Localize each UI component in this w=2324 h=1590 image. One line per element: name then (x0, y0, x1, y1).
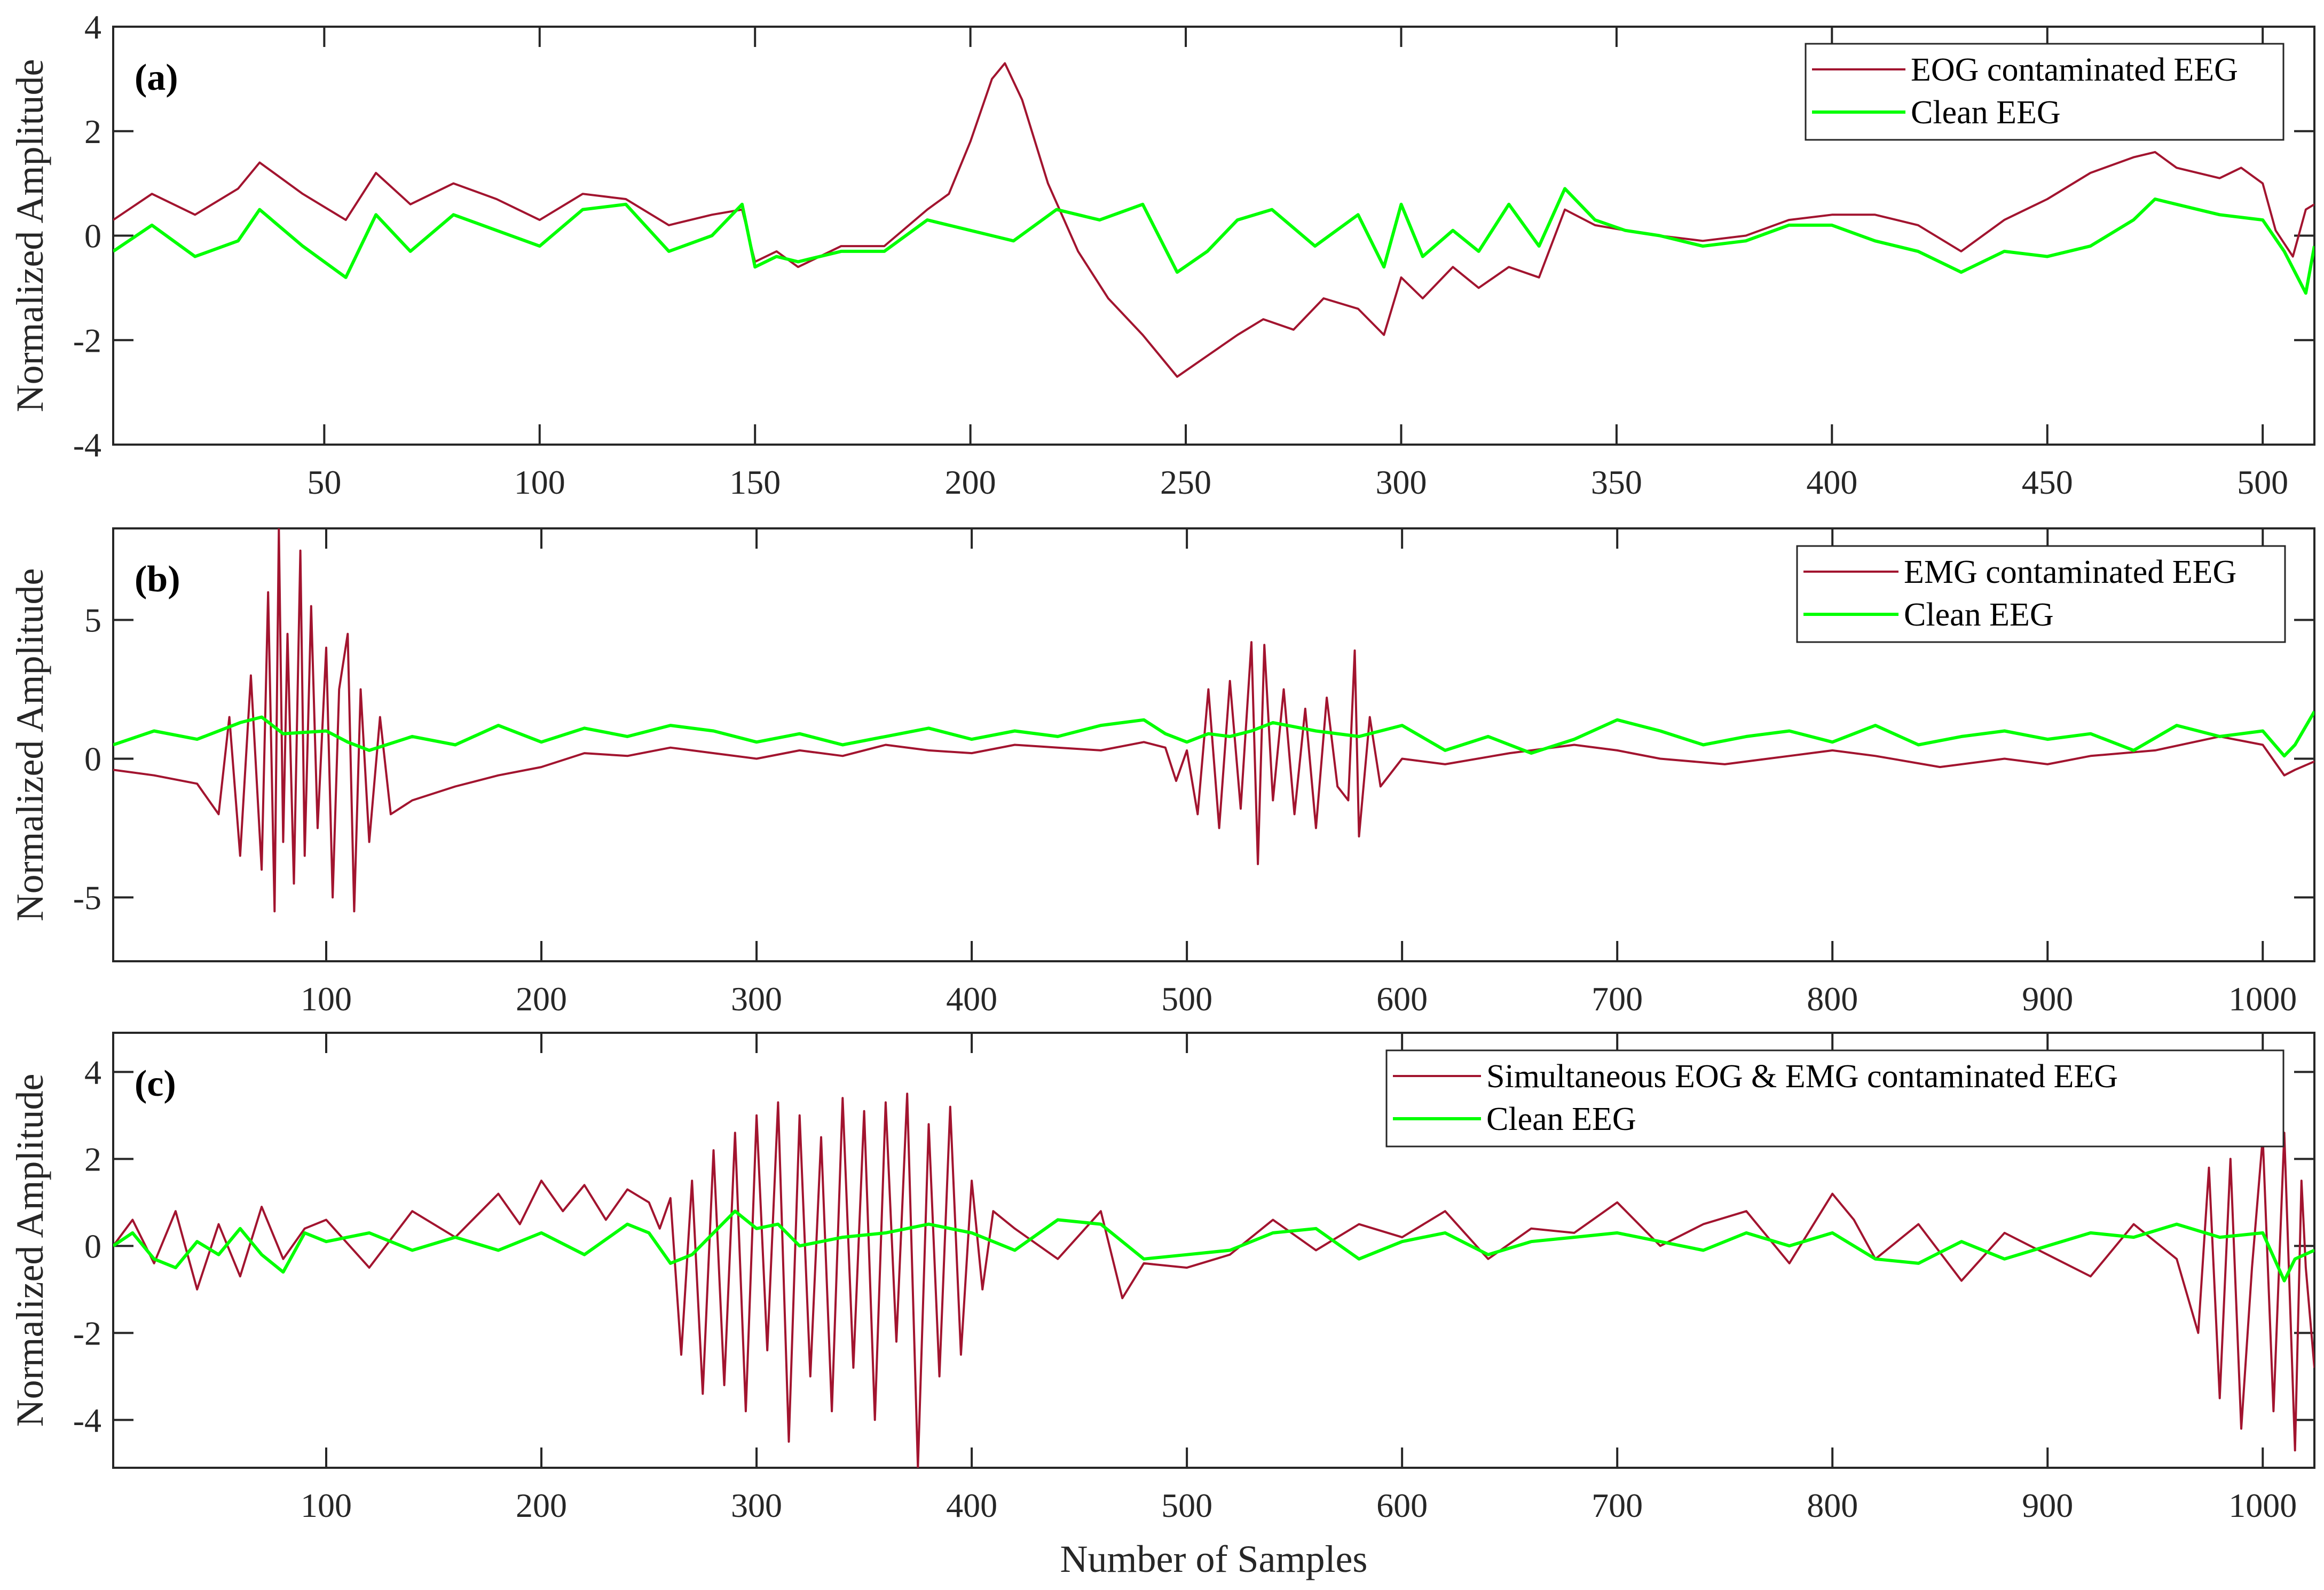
series-group (113, 62, 2314, 378)
series-line-clean (113, 187, 2314, 295)
legend: EMG contaminated EEG Clean EEG (1796, 545, 2286, 643)
x-tick-label: 900 (2022, 1486, 2073, 1524)
legend: Simultaneous EOG & EMG contaminated EEG C… (1385, 1049, 2284, 1148)
x-tick-label: 400 (946, 1486, 997, 1524)
y-axis-title: Normalized Amplitude (9, 568, 51, 922)
x-tick-label: 800 (1807, 980, 1858, 1018)
x-tick-label: 400 (1806, 463, 1857, 501)
legend-label: Clean EEG (1904, 597, 2054, 633)
y-tick-label: -4 (73, 1401, 101, 1439)
x-tick-label: 600 (1376, 1486, 1428, 1524)
x-axis-title: Number of Samples (1060, 1538, 1368, 1580)
x-tick-label: 800 (1807, 1486, 1858, 1524)
y-tick-label: -5 (73, 879, 101, 916)
x-tick-label: 100 (514, 463, 565, 501)
x-tick-label: 600 (1376, 980, 1428, 1018)
y-tick-label: 2 (84, 1140, 101, 1178)
x-tick-label: 700 (1592, 1486, 1643, 1524)
x-tick-label: 300 (731, 1486, 782, 1524)
legend-label: EMG contaminated EEG (1904, 554, 2236, 590)
x-tick-label: 1000 (2228, 980, 2297, 1018)
x-tick-label: 200 (516, 980, 567, 1018)
y-tick-label: -4 (73, 426, 101, 464)
series-group (113, 528, 2314, 913)
x-tick-label: 150 (729, 463, 781, 501)
panel-label: (a) (135, 57, 178, 98)
x-tick-label: 500 (1161, 980, 1212, 1018)
series-line-contaminated (113, 1093, 2314, 1468)
x-tick-label: 1000 (2228, 1486, 2297, 1524)
panel-a: 50 100 150 200 250 300 350 400 450 500 -4 -2 0 2 4 Norm… (9, 8, 2315, 501)
legend-label: Clean EEG (1486, 1101, 1636, 1137)
y-axis-title: Normalized Amplitude (9, 59, 51, 413)
x-tick-label: 300 (1375, 463, 1427, 501)
x-tick-label: 250 (1160, 463, 1211, 501)
legend-box (1805, 43, 2284, 141)
series-line-clean (113, 710, 2314, 758)
y-tick-label: 4 (84, 8, 101, 46)
x-tick-label: 350 (1591, 463, 1642, 501)
y-tick-label: 0 (84, 740, 101, 778)
x-tick-label: 500 (1161, 1486, 1212, 1524)
series-line-clean (113, 1209, 2314, 1283)
x-tick-label: 400 (946, 980, 997, 1018)
legend: EOG contaminated EEG Clean EEG (1805, 43, 2284, 141)
x-tick-label: 200 (516, 1486, 567, 1524)
panel-label: (b) (135, 559, 180, 600)
x-tick-label: 100 (301, 1486, 352, 1524)
panel-b: 100 200 300 400 500 600 700 800 900 1000 -5 0 5 Norma… (9, 527, 2315, 1018)
y-tick-label: -2 (73, 321, 101, 359)
y-tick-label: 5 (84, 602, 101, 639)
y-tick-label: 0 (84, 217, 101, 255)
x-tick-label: 450 (2022, 463, 2073, 501)
x-tick-label: 900 (2022, 980, 2073, 1018)
x-tick-label: 300 (731, 980, 782, 1018)
legend-label: Simultaneous EOG & EMG contaminated EEG (1486, 1058, 2118, 1095)
y-tick-label: 4 (84, 1053, 101, 1091)
x-tick-label: 700 (1592, 980, 1643, 1018)
y-tick-label: -2 (73, 1314, 101, 1352)
x-tick-label: 100 (301, 980, 352, 1018)
x-tick-label: 500 (2237, 463, 2288, 501)
legend-box (1385, 1049, 2284, 1148)
panel-c: 100 200 300 400 500 600 700 800 900 1000 -4 -2 0 2 4 No… (9, 1032, 2315, 1580)
legend-label: EOG contaminated EEG (1911, 52, 2238, 88)
series-line-contaminated (113, 62, 2314, 378)
y-axis-title: Normalized Amplitude (9, 1074, 51, 1427)
series-line-contaminated (113, 528, 2314, 913)
x-tick-label: 200 (945, 463, 996, 501)
legend-label: Clean EEG (1911, 94, 2061, 131)
y-tick-label: 0 (84, 1227, 101, 1265)
legend-box (1796, 545, 2286, 643)
series-group (113, 1093, 2314, 1468)
panel-label: (c) (135, 1063, 176, 1104)
y-tick-label: 2 (84, 113, 101, 151)
x-tick-label: 50 (307, 463, 341, 501)
